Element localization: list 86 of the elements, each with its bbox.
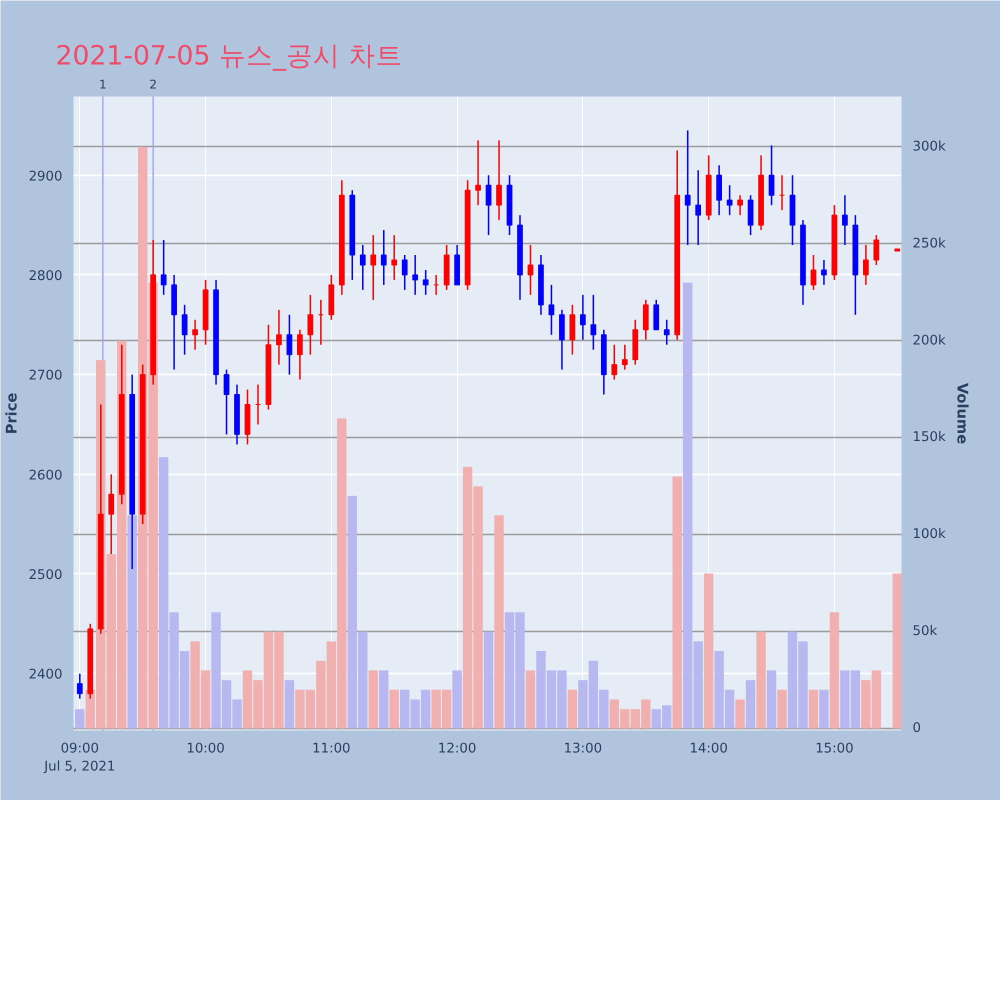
candlestick: [255, 384, 261, 426]
ref-line-label: 2: [149, 78, 157, 92]
candlestick: [664, 319, 670, 346]
candlestick: [224, 368, 230, 436]
candlestick: [548, 284, 554, 336]
bar: [746, 680, 756, 729]
candlestick: [318, 299, 324, 346]
candlestick: [182, 304, 188, 356]
x-tick-label: 10:00: [186, 742, 225, 756]
y2-axis-title: Volume: [954, 382, 971, 444]
bar: [830, 612, 840, 729]
bar: [284, 680, 294, 729]
candlestick: [622, 344, 628, 370]
y2-tick-label: 300k: [912, 139, 946, 154]
y2-tick-label: 200k: [912, 333, 946, 348]
candlestick: [821, 259, 827, 286]
bar: [777, 690, 787, 729]
ref-line-label: 1: [99, 78, 107, 92]
candlestick: [496, 140, 502, 221]
candlestick: [580, 294, 586, 340]
bar: [756, 632, 766, 729]
candlestick: [779, 174, 785, 211]
x-tick-label: 09:00 Jul 5, 2021: [43, 742, 116, 774]
candlestick: [695, 170, 702, 246]
candlestick: [842, 194, 848, 246]
y-tick-label: 2900: [28, 169, 63, 184]
chart-title: 2021-07-05 뉴스_공시 차트: [56, 40, 403, 72]
y-tick-label: 2400: [28, 668, 63, 683]
x-tick-label: 14:00: [689, 742, 728, 756]
candlestick: [380, 229, 387, 286]
candlestick: [475, 140, 481, 206]
candlestick: [684, 130, 691, 246]
bar: [368, 670, 378, 729]
candlestick: [873, 234, 880, 266]
candlestick: [726, 184, 732, 216]
x-tick-label: 11:00: [312, 742, 351, 756]
bar: [892, 573, 902, 729]
bar: [819, 690, 829, 729]
bar: [484, 632, 494, 729]
y-axis-title: Price: [4, 392, 21, 434]
candlestick: [402, 254, 408, 291]
candlestick: [286, 314, 292, 376]
y2-tick-label: 0: [912, 721, 921, 736]
candlestick: [863, 244, 869, 286]
candlestick: [76, 672, 83, 700]
candlestick: [422, 269, 429, 296]
bar: [75, 709, 85, 729]
candlestick: [433, 274, 439, 296]
y2-tick-label: 250k: [912, 236, 946, 252]
candlestick: [360, 244, 366, 291]
bar: [808, 690, 818, 729]
bar: [766, 670, 776, 729]
candlestick: [412, 254, 418, 296]
y2-tick-label: 50k: [912, 624, 938, 640]
x-tick-label: 15:00: [815, 742, 854, 756]
candlestick: [528, 244, 534, 296]
candlestick: [590, 294, 596, 350]
bar: [672, 476, 682, 729]
x-tick-label: 12:00: [438, 742, 476, 756]
candlestick: [768, 144, 774, 206]
y-tick-label: 2800: [28, 268, 63, 284]
candlestick: [297, 329, 303, 380]
bar: [379, 670, 388, 729]
bar: [494, 515, 504, 729]
bar: [735, 699, 745, 729]
candlestick: [486, 174, 492, 236]
candlestick: [308, 294, 314, 356]
bar: [452, 670, 462, 729]
candlestick: [611, 344, 618, 380]
candlestick: [192, 319, 198, 350]
y-tick-label: 2600: [28, 468, 63, 484]
x-tick-label: 13:00: [564, 742, 602, 756]
bar: [526, 670, 536, 729]
y2-tick-label: 150k: [912, 430, 946, 446]
bar: [390, 690, 399, 729]
candlestick: [160, 239, 166, 296]
candlestick: [737, 194, 743, 216]
y2-tick-label: 100k: [912, 527, 946, 542]
y-tick-label: 2500: [28, 568, 63, 583]
candlestick: [276, 309, 282, 366]
candlestick: [810, 254, 816, 291]
bar: [568, 690, 578, 729]
bar: [704, 573, 714, 729]
candlestick: [370, 234, 376, 301]
candlestick: [391, 234, 398, 281]
y-tick-label: 2700: [28, 368, 63, 384]
